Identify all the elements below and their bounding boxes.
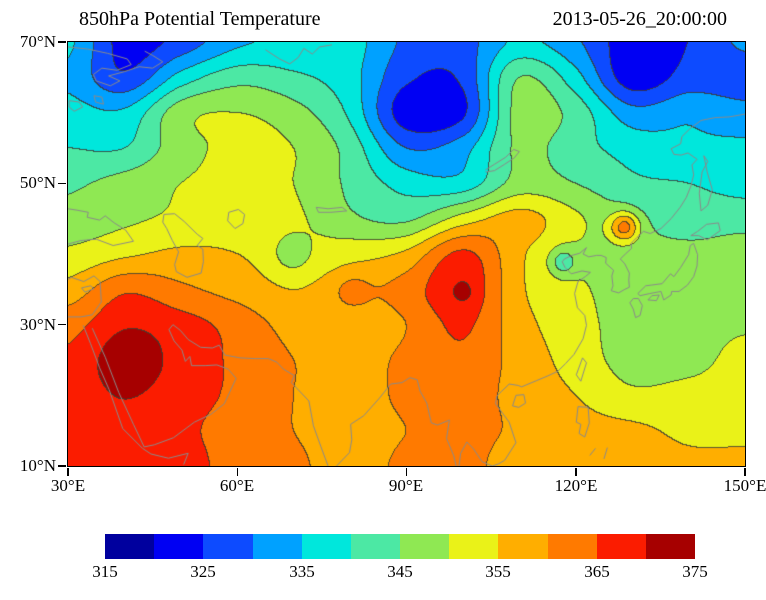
colorbar-segment (547, 534, 597, 559)
colorbar-segment (105, 534, 155, 559)
colorbar-segment (645, 534, 696, 559)
colorbar-segment (596, 534, 646, 559)
colorbar (105, 534, 696, 559)
colorbar-segment (350, 534, 401, 559)
colorbar-segment (400, 534, 450, 559)
colorbar-tick-label: 335 (289, 562, 315, 581)
y-axis-tick-label: 10°N (19, 456, 56, 475)
y-axis-tick-label: 70°N (19, 32, 56, 51)
y-axis-tick-label: 30°N (19, 315, 56, 334)
colorbar-segment (301, 534, 351, 559)
axis-tick (236, 468, 238, 476)
axis-tick (58, 465, 66, 467)
colorbar-segment (252, 534, 302, 559)
map-frame (66, 40, 746, 467)
axis-tick (58, 182, 66, 185)
colorbar-segment (498, 534, 548, 559)
axis-tick (58, 41, 66, 43)
plot-datetime: 2013-05-26_20:00:00 (552, 8, 727, 30)
y-axis-tick-label: 50°N (19, 173, 56, 192)
x-axis-tick-label: 150°E (723, 476, 766, 495)
x-axis-tick-label: 90°E (388, 476, 424, 495)
colorbar-tick-label: 375 (682, 562, 708, 581)
contour-map (67, 41, 745, 466)
axis-tick (744, 468, 746, 476)
axis-tick (67, 468, 69, 476)
plot-title: 850hPa Potential Temperature (79, 8, 321, 30)
colorbar-tick-label: 365 (584, 562, 610, 581)
colorbar-segment (449, 534, 499, 559)
colorbar-tick-label: 315 (92, 562, 118, 581)
colorbar-tick-label: 355 (485, 562, 511, 581)
x-axis-tick-label: 120°E (554, 476, 598, 495)
colorbar-tick-label: 345 (387, 562, 413, 581)
colorbar-segment (154, 534, 204, 559)
axis-tick (405, 468, 408, 476)
x-axis-tick-label: 30°E (50, 476, 86, 495)
x-axis-tick-label: 60°E (219, 476, 255, 495)
colorbar-segment (203, 534, 253, 559)
axis-tick (575, 468, 577, 476)
axis-tick (58, 323, 66, 326)
colorbar-tick-label: 325 (190, 562, 216, 581)
